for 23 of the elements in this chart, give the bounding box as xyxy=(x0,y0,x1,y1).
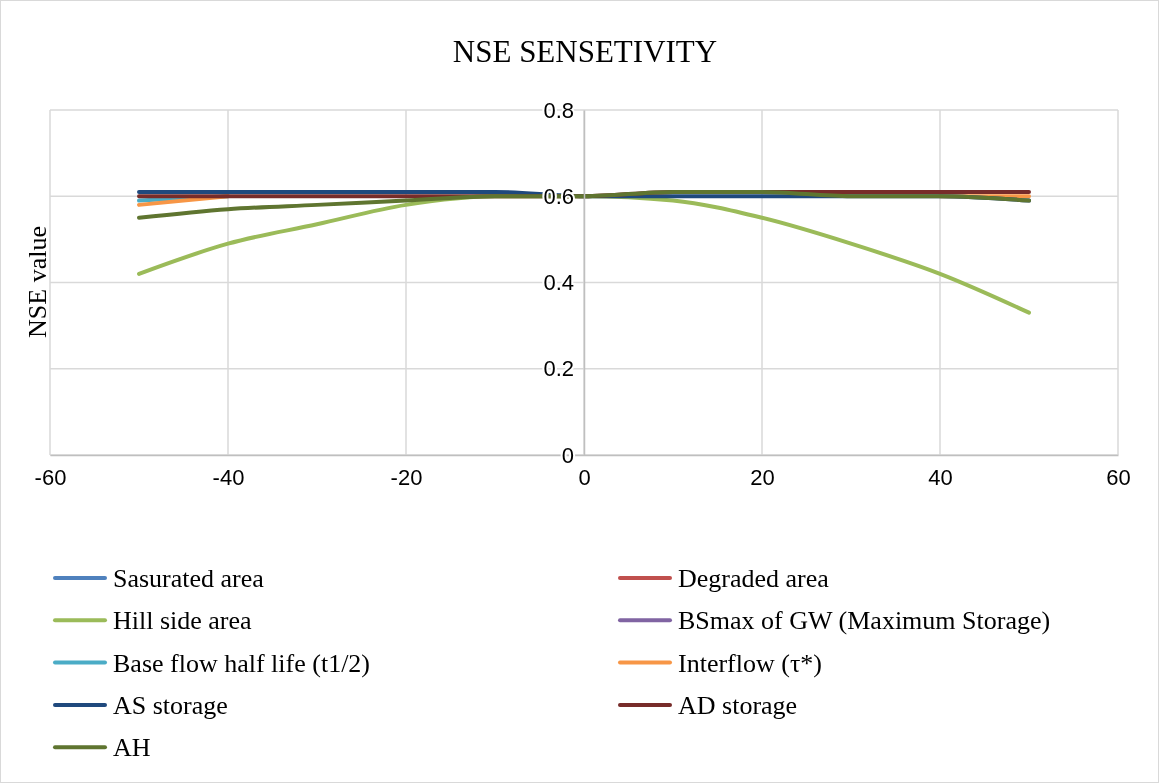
y-tick-label: 0 xyxy=(561,442,574,468)
y-tick-label: 0.4 xyxy=(543,270,574,296)
chart-title: NSE SENSETIVITY xyxy=(452,34,718,69)
x-tick-label: 20 xyxy=(750,464,775,490)
legend-label: Base flow half life (t1/2) xyxy=(113,648,371,678)
y-tick-label: 0.2 xyxy=(543,356,574,382)
line-series xyxy=(137,189,1031,220)
x-tick-label: -40 xyxy=(212,464,245,490)
y-axis-title: NSE value xyxy=(23,226,52,338)
legend-label: Hill side area xyxy=(113,606,253,636)
x-tick-label: 60 xyxy=(1106,464,1131,490)
x-tick-label: -20 xyxy=(390,464,423,490)
x-tick-label: 0 xyxy=(578,464,591,490)
legend-label: Degraded area xyxy=(678,564,830,593)
legend-label: BSmax of GW (Maximum Storage) xyxy=(678,606,1051,636)
x-tick-label: -60 xyxy=(34,464,67,490)
legend-label: AS storage xyxy=(113,690,228,720)
y-tick-label: 0.8 xyxy=(543,97,574,123)
legend-label: Sasurated area xyxy=(113,564,265,593)
x-tick-label: 40 xyxy=(928,464,953,490)
legend-label: AH xyxy=(113,733,151,763)
legend-label: Interflow (τ*) xyxy=(678,648,823,678)
legend-label: AD storage xyxy=(678,690,798,720)
